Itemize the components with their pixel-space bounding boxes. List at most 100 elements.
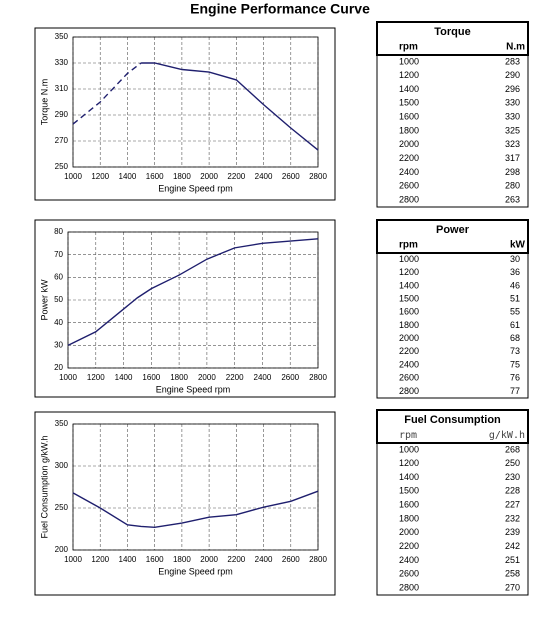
table-cell: 2400: [399, 555, 419, 565]
table-cell: 76: [510, 373, 520, 383]
table-cell: 1600: [399, 112, 419, 122]
x-tick-label: 2000: [198, 373, 216, 382]
table-cell: 51: [510, 294, 520, 304]
x-tick-label: 1600: [146, 555, 164, 564]
table-cell: 2600: [399, 373, 419, 383]
column-header: N.m: [506, 42, 525, 53]
table-cell: 1800: [399, 125, 419, 135]
column-header: rpm: [399, 430, 417, 441]
column-header: kW: [510, 240, 526, 251]
x-tick-label: 2600: [282, 555, 300, 564]
x-tick-label: 2800: [309, 373, 327, 382]
table-cell: 1000: [399, 444, 419, 454]
x-tick-label: 2200: [227, 555, 245, 564]
x-tick-label: 2600: [281, 373, 299, 382]
table-header-frame: [376, 219, 529, 254]
table-cell: 298: [505, 167, 520, 177]
column-header: rpm: [399, 240, 418, 251]
table-cell: 73: [510, 346, 520, 356]
y-tick-label: 20: [54, 363, 63, 372]
table-cell: 2400: [399, 167, 419, 177]
x-tick-label: 2200: [226, 373, 244, 382]
table-cell: 68: [510, 333, 520, 343]
x-tick-label: 2400: [255, 555, 273, 564]
y-tick-label: 40: [54, 318, 63, 327]
table-cell: 2800: [399, 386, 419, 396]
line-series: [72, 490, 319, 529]
table-title: Power: [436, 224, 470, 236]
table-cell: 77: [510, 386, 520, 396]
x-tick-label: 2800: [309, 172, 327, 181]
x-tick-label: 1000: [64, 555, 82, 564]
table-cell: 1400: [399, 472, 419, 482]
y-tick-label: 350: [55, 32, 69, 41]
table-cell: 296: [505, 84, 520, 94]
y-tick-label: 250: [55, 503, 69, 512]
table-cell: 61: [510, 320, 520, 330]
table-cell: 75: [510, 359, 520, 369]
x-tick-label: 2000: [200, 172, 218, 181]
table-cell: 1200: [399, 267, 419, 277]
y-tick-label: 330: [55, 58, 69, 67]
x-tick-label: 1400: [119, 172, 137, 181]
table-cell: 230: [505, 472, 520, 482]
table-cell: 239: [505, 527, 520, 537]
x-tick-label: 2200: [227, 172, 245, 181]
y-tick-label: 300: [55, 461, 69, 470]
table-cell: 2200: [399, 153, 419, 163]
table-cell: 323: [505, 139, 520, 149]
y-tick-label: 200: [55, 545, 69, 554]
table-cell: 1800: [399, 320, 419, 330]
table-cell: 55: [510, 307, 520, 317]
table-cell: 2800: [399, 582, 419, 592]
table-cell: 46: [510, 280, 520, 290]
x-tick-label: 1000: [64, 172, 82, 181]
x-tick-label: 1800: [170, 373, 188, 382]
table-cell: 1000: [399, 56, 419, 66]
table-cell: 251: [505, 555, 520, 565]
table-cell: 227: [505, 500, 520, 510]
chart-frame: [34, 219, 336, 398]
table-cell: 325: [505, 125, 520, 135]
table-cell: 250: [505, 458, 520, 468]
table-cell: 1000: [399, 254, 419, 264]
page-title: Engine Performance Curve: [190, 1, 370, 17]
x-tick-label: 1600: [146, 172, 164, 181]
x-tick-label: 1200: [91, 555, 109, 564]
y-tick-label: 60: [54, 272, 63, 281]
y-tick-label: 30: [54, 340, 63, 349]
table-cell: 1800: [399, 513, 419, 523]
column-header: rpm: [399, 42, 418, 53]
table-cell: 268: [505, 444, 520, 454]
table-cell: 1500: [399, 486, 419, 496]
table-cell: 1600: [399, 307, 419, 317]
x-tick-label: 1400: [119, 555, 137, 564]
x-tick-label: 1800: [173, 172, 191, 181]
table-cell: 2000: [399, 139, 419, 149]
x-tick-label: 1800: [173, 555, 191, 564]
line-series: [141, 62, 319, 151]
table-cell: 1500: [399, 294, 419, 304]
table-title: Fuel Consumption: [404, 414, 501, 426]
y-tick-label: 290: [55, 110, 69, 119]
y-tick-label: 270: [55, 136, 69, 145]
y-tick-label: 50: [54, 295, 63, 304]
table-cell: 2600: [399, 181, 419, 191]
table-cell: 280: [505, 181, 520, 191]
table-cell: 263: [505, 194, 520, 204]
table-cell: 232: [505, 513, 520, 523]
y-tick-label: 250: [55, 162, 69, 171]
x-axis-label: Engine Speed rpm: [156, 384, 231, 394]
table-cell: 1400: [399, 280, 419, 290]
y-axis-label: Power kW: [39, 279, 49, 321]
table-cell: 258: [505, 569, 520, 579]
table-cell: 1600: [399, 500, 419, 510]
plot-area: [72, 36, 319, 168]
x-tick-label: 2400: [254, 373, 272, 382]
table-cell: 317: [505, 153, 520, 163]
chart-frame: [34, 411, 336, 596]
table-cell: 2200: [399, 541, 419, 551]
table-cell: 2800: [399, 194, 419, 204]
x-tick-label: 1200: [87, 373, 105, 382]
